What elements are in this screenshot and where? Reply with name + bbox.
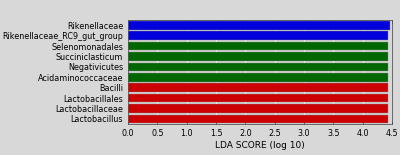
Bar xyxy=(128,94,388,102)
Bar xyxy=(128,31,388,40)
Bar xyxy=(128,42,388,50)
Bar xyxy=(128,52,388,61)
Bar xyxy=(128,83,388,92)
Bar xyxy=(128,104,388,113)
Bar xyxy=(128,115,388,123)
Bar xyxy=(128,63,388,71)
Bar xyxy=(128,73,388,82)
X-axis label: LDA SCORE (log 10): LDA SCORE (log 10) xyxy=(215,141,305,150)
Bar xyxy=(128,21,390,30)
